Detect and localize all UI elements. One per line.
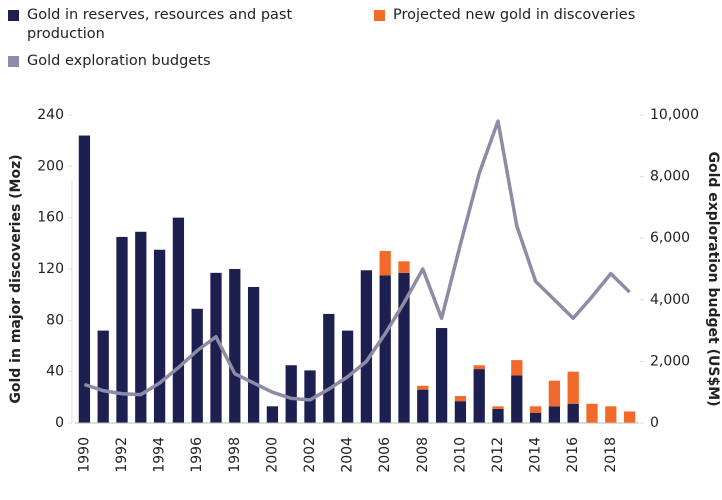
y-tick-label: 240	[37, 107, 64, 123]
bar	[454, 401, 467, 423]
x-tick-label: 2008	[415, 437, 431, 473]
y-tick-label: 160	[37, 210, 64, 226]
legend-swatch	[8, 56, 19, 67]
y2-tick-label: 0	[650, 415, 659, 431]
bar	[417, 389, 429, 423]
y2-tick-label: 4,000	[650, 292, 690, 308]
bar	[548, 406, 561, 423]
bar	[623, 411, 636, 423]
bar	[398, 272, 410, 423]
bar	[191, 308, 203, 423]
bar	[266, 406, 279, 423]
legend-item: Projected new gold in discoveries	[374, 6, 635, 25]
y-axis-title: Gold in major discoveries (Moz)	[8, 154, 24, 403]
bar	[454, 396, 467, 402]
bar	[210, 272, 222, 423]
bar	[229, 269, 241, 423]
bar	[473, 365, 485, 370]
y-tick-label: 0	[55, 415, 64, 431]
bar	[605, 406, 617, 423]
legend-swatch	[374, 10, 385, 21]
bar	[360, 270, 373, 423]
bar	[473, 369, 485, 423]
x-tick-label: 1992	[114, 437, 130, 473]
legend-label: Gold exploration budgets	[27, 53, 211, 69]
x-tick-label: 1990	[76, 437, 92, 473]
x-tick-label: 2010	[452, 437, 468, 473]
bar	[548, 380, 561, 407]
bar	[153, 249, 166, 423]
y2-tick-label: 6,000	[650, 230, 690, 246]
x-tick-label: 2004	[340, 437, 356, 473]
bar	[435, 328, 448, 423]
y2-tick-label: 8,000	[650, 169, 690, 185]
bar	[135, 231, 147, 423]
line	[83, 119, 631, 402]
bar	[529, 406, 542, 413]
bar	[379, 251, 391, 276]
y-tick-label: 80	[46, 312, 64, 328]
x-tick-label: 2018	[603, 437, 619, 473]
legend-label: Gold in reserves, resources and past pro…	[27, 7, 293, 42]
bar	[247, 286, 260, 423]
bar	[529, 412, 542, 423]
bar	[116, 236, 128, 423]
x-tick-label: 1994	[152, 437, 168, 473]
bar	[97, 330, 109, 423]
bar	[78, 135, 91, 424]
x-tick-label: 1998	[227, 437, 243, 473]
x-tick-label: 1996	[189, 437, 205, 473]
legend-item: Gold exploration budgets	[8, 52, 211, 71]
bar	[567, 371, 579, 404]
y-tick-label: 40	[46, 364, 64, 380]
legend-item: Gold in reserves, resources and past pro…	[8, 6, 308, 44]
y-tick-label: 200	[37, 158, 64, 174]
bar	[285, 365, 297, 423]
bar	[511, 360, 523, 376]
bar	[304, 370, 316, 423]
legend-label: Projected new gold in discoveries	[393, 7, 636, 23]
bar	[492, 408, 504, 423]
y2-tick-label: 10,000	[650, 107, 699, 123]
bar	[323, 313, 335, 423]
x-tick-label: 2002	[302, 437, 318, 473]
legend-swatch	[8, 10, 19, 21]
bar	[417, 385, 429, 390]
x-tick-label: 2016	[565, 437, 581, 473]
y2-axis-title: Gold exploration budget (US$M)	[705, 151, 721, 406]
x-tick-label: 2014	[528, 437, 544, 473]
x-tick-label: 2000	[264, 437, 280, 473]
bar	[379, 275, 391, 423]
x-tick-label: 2006	[377, 437, 393, 473]
x-tick-label: 2012	[490, 437, 506, 473]
y2-tick-label: 2,000	[650, 353, 690, 369]
bar	[567, 403, 579, 423]
bar	[172, 217, 185, 423]
bar	[492, 406, 504, 409]
y-tick-label: 120	[37, 261, 64, 277]
bar	[398, 261, 410, 273]
bar	[511, 375, 523, 423]
bar	[586, 403, 598, 423]
